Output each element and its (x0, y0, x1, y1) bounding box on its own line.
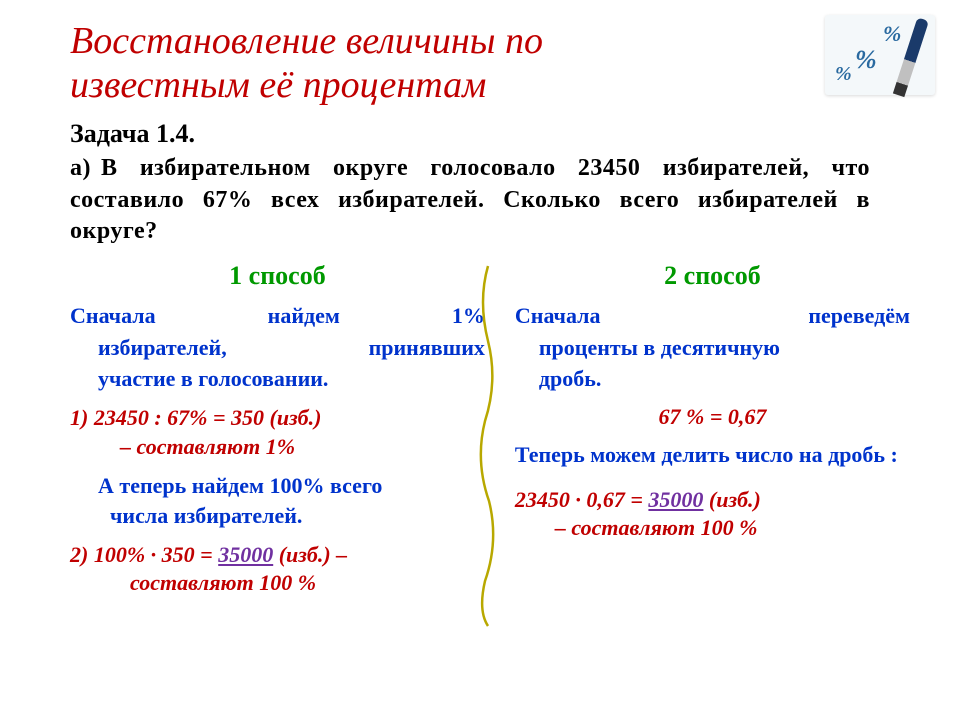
m2-step1-line2: проценты в десятичную (515, 333, 910, 363)
m1-calc2-tail1: (изб.) – (273, 542, 347, 567)
m1-step2: А теперь найдем 100% всего числа избират… (70, 471, 485, 530)
m2-conversion: 67 % = 0,67 (515, 404, 910, 430)
problem-text: В избирательном округе голосовало 23450 … (70, 155, 870, 243)
m1-calc1-lead: 1) 23450 : 67% = 350 (изб.) (70, 405, 321, 430)
m2-step1-w3: проценты в десятичную (539, 335, 780, 360)
m1-step1-w4: избирателей, (98, 335, 227, 360)
m1-step1-w3: 1% (452, 303, 485, 328)
percent-icon: % (835, 63, 852, 86)
m1-calc1-tail: – составляют 1% (70, 433, 485, 462)
m2-calc: 23450 · 0,67 = 35000 (изб.) – составляют… (515, 486, 910, 543)
method-1-column: 1 способ Сначала найдем 1% избирателей, … (70, 261, 485, 608)
m1-calc2-lead: 2) 100% · 350 = (70, 542, 218, 567)
title-line-2: известным её процентам (70, 64, 486, 106)
m2-conv-text: 67 % = 0,67 (659, 404, 767, 429)
corner-decoration: % % % (825, 15, 935, 95)
m1-step1-w2: найдем (268, 303, 340, 328)
m1-step1-line3: участие в голосовании. (70, 364, 485, 394)
m2-step1-w1: Сначала (515, 303, 601, 328)
m1-calc1: 1) 23450 : 67% = 350 (изб.) – составляют… (70, 404, 485, 461)
m1-step1-w5: принявших (369, 335, 485, 360)
problem-a-label: а) (70, 153, 91, 184)
m1-step1: Сначала найдем 1% (70, 301, 485, 331)
m2-step2: Теперь можем делить число на дробь : (515, 440, 910, 470)
method-2-heading: 2 способ (515, 261, 910, 291)
m2-calc-tail2: – составляют 100 % (515, 514, 910, 543)
method-2-column: 2 способ Сначала переведём проценты в де… (505, 261, 910, 608)
slide: % % % Восстановление величины по известн… (0, 0, 960, 720)
m1-step1-w1: Сначала (70, 303, 156, 328)
m1-calc2: 2) 100% · 350 = 35000 (изб.) – составляю… (70, 541, 485, 598)
m2-step1-w2: переведём (808, 303, 910, 328)
m2-calc-tail1: (изб.) (703, 487, 760, 512)
m1-step1-w6: участие в голосовании. (98, 366, 328, 391)
problem-number: Задача 1.4. (70, 119, 910, 149)
m1-step2-b: числа избирателей. (80, 503, 302, 528)
slide-title: Восстановление величины по известным её … (70, 20, 910, 107)
m1-step1-line2: избирателей, принявших (70, 333, 485, 363)
m2-step1-line3: дробь. (515, 364, 910, 394)
method-1-heading: 1 способ (70, 261, 485, 291)
title-line-1: Восстановление величины по (70, 20, 543, 62)
m2-step1-w4: дробь. (539, 366, 602, 391)
m2-calc-answer: 35000 (648, 487, 703, 512)
problem-statement: а) В избирательном округе голосовало 234… (70, 153, 910, 247)
percent-icon: % (883, 21, 901, 47)
percent-icon: % (855, 45, 877, 75)
m1-calc2-tail2: составляют 100 % (70, 569, 485, 598)
m2-step1: Сначала переведём (515, 301, 910, 331)
m1-step2-a: А теперь найдем 100% всего (98, 473, 382, 498)
methods-container: 1 способ Сначала найдем 1% избирателей, … (70, 261, 910, 608)
m2-calc-lead: 23450 · 0,67 = (515, 487, 649, 512)
m1-calc2-answer: 35000 (218, 542, 273, 567)
